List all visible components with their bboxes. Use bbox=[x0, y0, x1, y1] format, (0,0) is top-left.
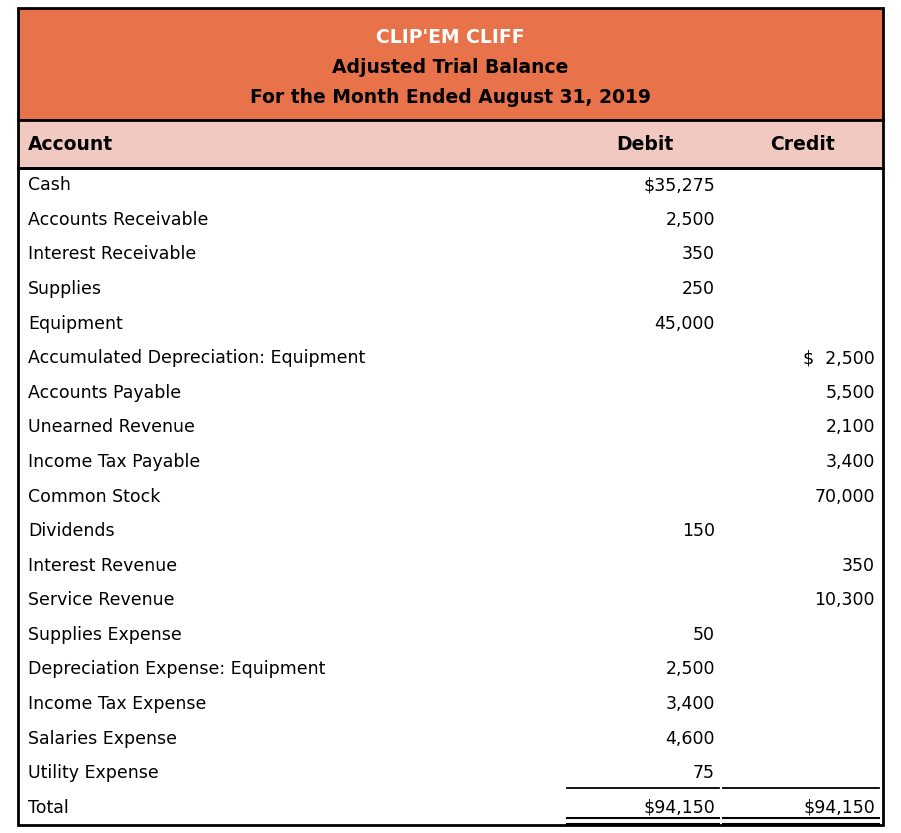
Text: Cash: Cash bbox=[28, 177, 71, 194]
Bar bbox=[18, 120, 883, 168]
Bar bbox=[18, 168, 883, 825]
Text: 2,500: 2,500 bbox=[666, 211, 715, 229]
Text: CLIP'EM CLIFF: CLIP'EM CLIFF bbox=[377, 27, 524, 47]
Text: Accounts Receivable: Accounts Receivable bbox=[28, 211, 208, 229]
Text: Salaries Expense: Salaries Expense bbox=[28, 730, 177, 747]
Text: Accumulated Depreciation: Equipment: Accumulated Depreciation: Equipment bbox=[28, 349, 365, 367]
Text: 3,400: 3,400 bbox=[666, 695, 715, 713]
Text: 50: 50 bbox=[693, 626, 715, 644]
Text: 250: 250 bbox=[682, 280, 715, 298]
Text: 350: 350 bbox=[842, 556, 875, 575]
Text: 2,100: 2,100 bbox=[825, 418, 875, 436]
Text: Unearned Revenue: Unearned Revenue bbox=[28, 418, 195, 436]
Text: Account: Account bbox=[28, 134, 114, 153]
Text: $  2,500: $ 2,500 bbox=[804, 349, 875, 367]
Text: 150: 150 bbox=[682, 522, 715, 540]
Text: For the Month Ended August 31, 2019: For the Month Ended August 31, 2019 bbox=[250, 88, 651, 107]
Text: Total: Total bbox=[28, 799, 68, 816]
Text: $94,150: $94,150 bbox=[643, 799, 715, 816]
Text: Utility Expense: Utility Expense bbox=[28, 764, 159, 782]
Text: Dividends: Dividends bbox=[28, 522, 114, 540]
Text: 5,500: 5,500 bbox=[825, 384, 875, 402]
Text: 70,000: 70,000 bbox=[815, 487, 875, 506]
Text: Interest Revenue: Interest Revenue bbox=[28, 556, 177, 575]
Text: 4,600: 4,600 bbox=[666, 730, 715, 747]
Text: 45,000: 45,000 bbox=[655, 315, 715, 332]
Text: Income Tax Expense: Income Tax Expense bbox=[28, 695, 206, 713]
Text: Interest Receivable: Interest Receivable bbox=[28, 246, 196, 263]
Text: Adjusted Trial Balance: Adjusted Trial Balance bbox=[332, 57, 569, 77]
Text: Supplies Expense: Supplies Expense bbox=[28, 626, 182, 644]
Text: Service Revenue: Service Revenue bbox=[28, 591, 175, 609]
Text: 350: 350 bbox=[682, 246, 715, 263]
Text: 10,300: 10,300 bbox=[815, 591, 875, 609]
Text: Depreciation Expense: Equipment: Depreciation Expense: Equipment bbox=[28, 661, 325, 678]
Text: $35,275: $35,275 bbox=[643, 177, 715, 194]
Text: 75: 75 bbox=[693, 764, 715, 782]
Text: Common Stock: Common Stock bbox=[28, 487, 160, 506]
Text: Credit: Credit bbox=[770, 134, 835, 153]
Text: Debit: Debit bbox=[616, 134, 674, 153]
Text: 3,400: 3,400 bbox=[825, 453, 875, 471]
Text: Equipment: Equipment bbox=[28, 315, 123, 332]
Text: Supplies: Supplies bbox=[28, 280, 102, 298]
Text: Income Tax Payable: Income Tax Payable bbox=[28, 453, 200, 471]
Bar bbox=[18, 8, 883, 120]
Text: 2,500: 2,500 bbox=[666, 661, 715, 678]
Text: $94,150: $94,150 bbox=[804, 799, 875, 816]
Text: Accounts Payable: Accounts Payable bbox=[28, 384, 181, 402]
